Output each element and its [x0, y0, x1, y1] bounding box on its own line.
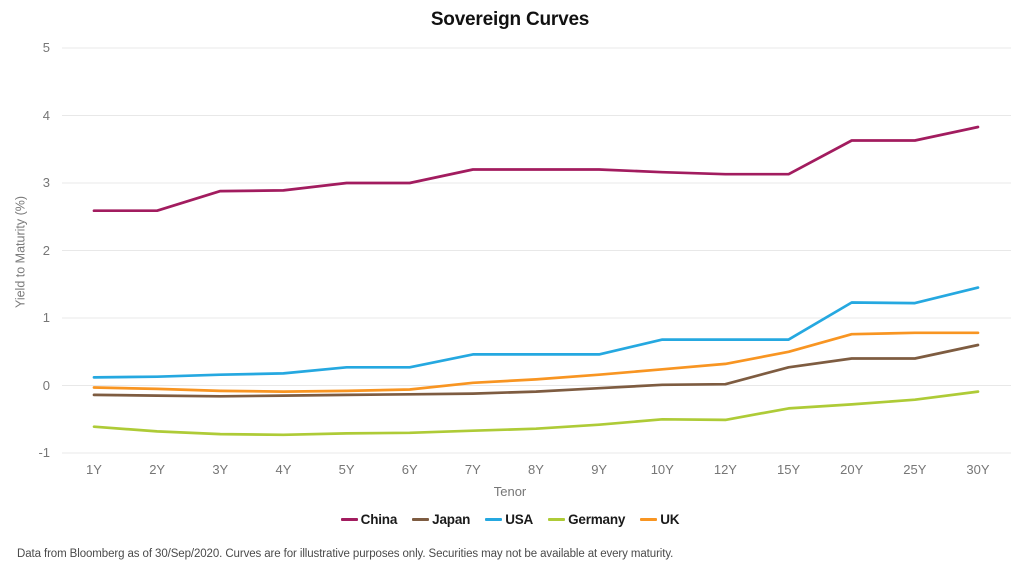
x-axis-title: Tenor — [493, 484, 527, 499]
x-tick-label-15y: 15Y — [776, 462, 801, 477]
y-tick-label-4: 4 — [42, 107, 50, 123]
x-tick-label-5y: 5Y — [338, 462, 355, 477]
legend-swatch-china — [340, 518, 358, 521]
y-tick-label-5: 5 — [42, 40, 50, 55]
x-tick-label-4y: 4Y — [275, 462, 292, 477]
x-tick-label-12y: 12Y — [713, 462, 737, 477]
y-tick-label-1: 1 — [42, 310, 50, 325]
y-tick-label-3: 3 — [42, 175, 50, 190]
legend-item-china: China — [340, 512, 398, 527]
legend-item-uk: UK — [640, 512, 680, 527]
y-tick-label-0: 0 — [42, 377, 50, 393]
x-tick-label-3y: 3Y — [212, 462, 229, 477]
y-tick-label--1: -1 — [38, 445, 50, 460]
x-tick-label-9y: 9Y — [591, 462, 608, 477]
chart-legend: China Japan USA Germany UK — [0, 512, 1020, 527]
footnote: Data from Bloomberg as of 30/Sep/2020. C… — [17, 548, 674, 560]
legend-swatch-japan — [412, 518, 430, 521]
legend-label-usa: USA — [505, 512, 534, 527]
legend-label-china: China — [360, 512, 398, 527]
x-tick-label-30y: 30Y — [966, 462, 990, 477]
x-tick-label-7y: 7Y — [464, 462, 481, 477]
x-tick-label-20y: 20Y — [840, 462, 864, 477]
x-tick-label-8y: 8Y — [528, 462, 544, 477]
x-tick-label-10y: 10Y — [650, 462, 674, 477]
legend-item-germany: Germany — [548, 512, 625, 527]
x-tick-label-6y: 6Y — [401, 462, 418, 477]
x-tick-label-25y: 25Y — [903, 462, 927, 477]
series-line-japan — [92, 343, 980, 398]
y-axis-title: Yield to Maturity (%) — [13, 195, 28, 309]
series-line-usa — [92, 286, 980, 379]
legend-label-uk: UK — [660, 512, 680, 527]
legend-label-japan: Japan — [432, 512, 471, 527]
series-line-china — [92, 125, 980, 213]
legend-item-usa: USA — [485, 512, 533, 527]
x-tick-label-2y: 2Y — [149, 462, 166, 477]
series-line-uk — [92, 331, 980, 393]
series-line-germany — [92, 390, 980, 437]
legend-swatch-usa — [485, 518, 503, 521]
legend-swatch-germany — [548, 518, 566, 521]
legend-swatch-uk — [640, 518, 658, 521]
chart-title: Sovereign Curves — [430, 9, 590, 30]
legend-label-germany: Germany — [568, 512, 626, 527]
y-tick-label-2: 2 — [42, 242, 50, 258]
legend-item-japan: Japan — [412, 512, 470, 527]
x-tick-label-1y: 1Y — [86, 462, 102, 477]
